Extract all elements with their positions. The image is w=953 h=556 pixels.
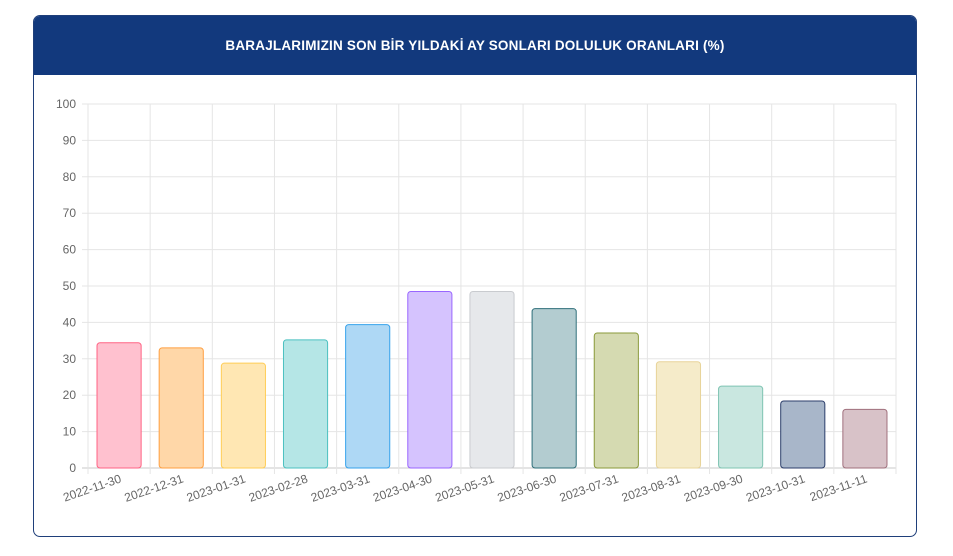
y-tick-label: 60 (63, 243, 77, 257)
y-tick-label: 90 (63, 133, 77, 147)
bar-2023-09-30[interactable] (718, 385, 764, 469)
x-tick-label: 2023-09-30 (682, 471, 745, 504)
bar-2023-05-31[interactable] (469, 290, 515, 469)
bar-2023-02-28[interactable] (282, 339, 329, 469)
x-tick-label: 2023-01-31 (185, 471, 248, 504)
card-header: BARAJLARIMIZIN SON BİR YILDAKİ AY SONLAR… (34, 16, 916, 75)
x-tick-label: 2022-11-30 (61, 471, 123, 504)
chart-title: BARAJLARIMIZIN SON BİR YILDAKİ AY SONLAR… (225, 38, 725, 53)
bar-2023-06-30[interactable] (531, 308, 577, 469)
bar-2022-11-30[interactable] (96, 342, 142, 469)
bar-2022-12-31[interactable] (158, 347, 204, 469)
bar-2023-01-31[interactable] (220, 362, 266, 469)
y-tick-label: 20 (63, 388, 77, 402)
x-tick-label: 2023-10-31 (744, 471, 807, 504)
bar-2023-08-31[interactable] (655, 361, 702, 469)
y-tick-label: 50 (63, 279, 77, 293)
bar-2023-04-30[interactable] (407, 290, 453, 469)
bar-2023-07-31[interactable] (593, 332, 639, 469)
y-tick-label: 10 (63, 425, 77, 439)
x-tick-label: 2023-11-11 (808, 471, 869, 504)
x-tick-label: 2023-03-31 (309, 471, 372, 504)
x-tick-label: 2022-12-31 (123, 471, 186, 504)
y-tick-label: 40 (63, 315, 77, 329)
bar-2023-11-11[interactable] (842, 408, 888, 469)
x-tick-label: 2023-08-31 (620, 471, 683, 504)
y-tick-label: 0 (69, 461, 76, 475)
y-tick-label: 100 (56, 97, 76, 111)
y-tick-label: 80 (63, 170, 77, 184)
bar-2023-03-31[interactable] (345, 324, 391, 469)
y-tick-label: 70 (63, 206, 77, 220)
x-tick-label: 2023-07-31 (558, 471, 621, 504)
x-tick-label: 2023-05-31 (433, 471, 496, 504)
x-tick-label: 2023-04-30 (371, 471, 434, 504)
y-tick-label: 30 (63, 352, 77, 366)
bar-2023-10-31[interactable] (780, 400, 826, 469)
x-tick-label: 2023-06-30 (496, 471, 559, 504)
x-tick-label: 2023-02-28 (247, 471, 310, 504)
